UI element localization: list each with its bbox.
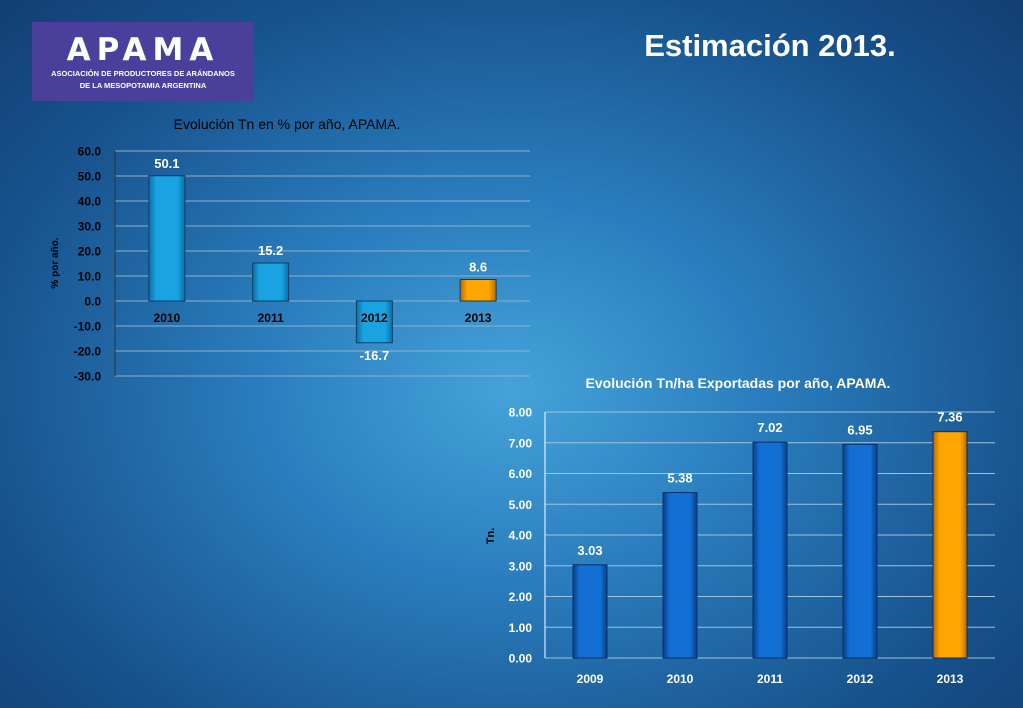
chart2-x-tick-label: 2012 <box>847 672 874 686</box>
chart2-x-tick-label: 2011 <box>757 672 783 686</box>
chart1-y-tick-label: 60.0 <box>78 145 102 159</box>
chart1-y-tick-label: -10.0 <box>74 320 102 334</box>
chart1-y-tick-label: -30.0 <box>74 370 102 384</box>
chart2-x-tick-label: 2009 <box>577 672 604 686</box>
chart2-y-axis-label: Tn. <box>485 528 497 545</box>
logo-subtitle-line2: DE LA MESOPOTAMIA ARGENTINA <box>79 81 207 90</box>
chart1-x-tick-label: 2010 <box>154 311 181 325</box>
chart2-data-label: 7.36 <box>937 410 962 425</box>
chart2-bar-2009 <box>572 564 608 659</box>
chart1-y-tick-label: 10.0 <box>78 270 102 284</box>
chart1-data-label: 8.6 <box>469 260 487 275</box>
logo-subtitle-line1: ASOCIACIÓN DE PRODUCTORES DE ARÁNDANOS <box>51 69 235 78</box>
chart1-bar-2012 <box>355 300 393 344</box>
chart1-bar-2011 <box>252 262 290 302</box>
chart2-x-tick-label: 2013 <box>937 672 964 686</box>
chart2-data-label: 7.02 <box>757 420 782 435</box>
chart1-data-label: 50.1 <box>154 156 179 171</box>
logo-wordmark: APAMA <box>66 32 220 68</box>
chart2-bar-2010 <box>662 492 698 659</box>
chart1-y-axis-label: % por año. <box>50 237 61 288</box>
chart2-bar-2013 <box>932 431 968 659</box>
chart1-y-tick-label: 50.0 <box>78 170 102 184</box>
chart2-data-label: 5.38 <box>667 471 692 486</box>
chart1-data-label: 15.2 <box>258 243 283 258</box>
chart1-y-tick-label: 20.0 <box>78 245 102 259</box>
chart2-bar-2011 <box>752 441 788 659</box>
chart2-y-tick-label: 8.00 <box>509 406 533 420</box>
chart1-data-label: -16.7 <box>360 348 390 363</box>
chart2-data-label: 3.03 <box>577 543 602 558</box>
chart1-y-tick-label: 40.0 <box>78 195 102 209</box>
chart2-y-tick-label: 3.00 <box>509 559 533 573</box>
chart1-x-tick-label: 2011 <box>258 311 284 325</box>
chart1-y-tick-label: -20.0 <box>74 345 102 359</box>
chart2-bar-2012 <box>842 443 878 659</box>
chart2-data-label: 6.95 <box>847 422 872 437</box>
chart2-y-tick-label: 4.00 <box>509 529 533 543</box>
chart1-y-tick-label: 0.0 <box>84 295 101 309</box>
apama-logo: APAMA ASOCIACIÓN DE PRODUCTORES DE ARÁND… <box>32 22 254 101</box>
chart1-title: Evolución Tn en % por año, APAMA. <box>174 116 401 132</box>
chart2-y-tick-label: 7.00 <box>509 436 533 450</box>
chart2-title: Evolución Tn/ha Exportadas por año, APAM… <box>586 375 891 391</box>
chart1-bar-2013 <box>459 279 497 302</box>
chart1-bar-2010 <box>148 175 186 302</box>
chart2-y-tick-label: 1.00 <box>509 621 533 635</box>
chart1-y-tick-label: 30.0 <box>78 220 102 234</box>
chart2-y-tick-label: 0.00 <box>509 652 533 666</box>
chart1-x-tick-label: 2012 <box>361 311 388 325</box>
chart2-y-tick-label: 2.00 <box>509 590 533 604</box>
slide-title: Estimación 2013. <box>644 28 896 63</box>
chart1-x-tick-label: 2013 <box>465 311 492 325</box>
chart2-y-tick-label: 6.00 <box>509 467 533 481</box>
chart2-y-tick-label: 5.00 <box>509 498 533 512</box>
chart2-x-tick-label: 2010 <box>667 672 694 686</box>
